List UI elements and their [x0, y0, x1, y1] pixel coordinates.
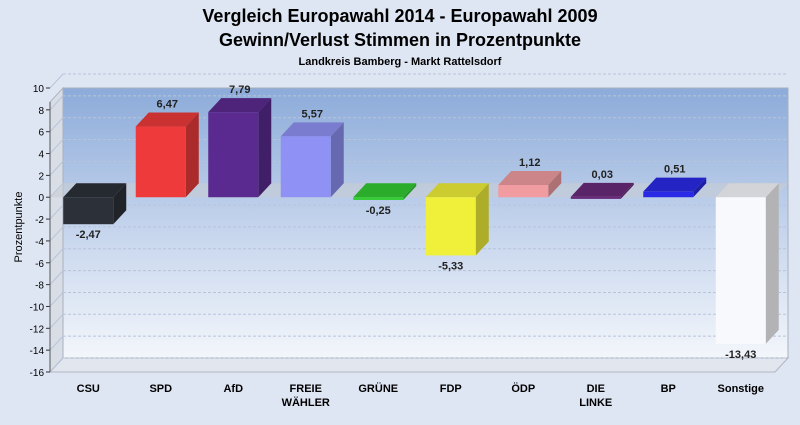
x-tick-label: BP: [661, 383, 676, 395]
bar-sonstige: [715, 183, 779, 344]
bar-front: [498, 184, 549, 198]
x-tick-label: FREIE: [290, 383, 322, 395]
bar-side: [330, 122, 344, 198]
gridline-side: [49, 335, 64, 351]
y-tick-label: 0: [38, 193, 44, 204]
bar-top: [570, 182, 634, 197]
chart-subtitle: Gewinn/Verlust Stimmen in Prozentpunkte: [219, 30, 581, 50]
x-tick-label: SPD: [149, 383, 172, 395]
x-tick-label: Sonstige: [718, 383, 764, 395]
bar-side: [185, 112, 199, 198]
bar-top: [643, 177, 707, 192]
data-label: 7,79: [229, 84, 250, 96]
bar-csu: [63, 183, 127, 225]
y-tick-label: -10: [30, 302, 45, 313]
bar-front: [715, 197, 766, 344]
bar-side: [693, 177, 707, 198]
data-label: 1,12: [519, 157, 540, 169]
gridline-side: [49, 357, 64, 373]
gridline-side: [49, 73, 64, 89]
bar-front: [135, 126, 186, 198]
y-tick-label: 4: [38, 150, 44, 161]
gridline-side: [49, 139, 64, 154]
bar-ödp: [498, 170, 562, 198]
y-tick-label: 6: [38, 128, 44, 139]
data-label: -2,47: [76, 229, 101, 241]
bar-front: [63, 197, 114, 225]
bar-side: [258, 98, 272, 198]
gridline-side: [49, 95, 64, 111]
chart-subtitle-region: Landkreis Bamberg - Markt Rattelsdorf: [299, 56, 502, 68]
bar-front: [643, 191, 694, 198]
y-tick-label: -16: [30, 368, 45, 379]
bar-top: [715, 183, 779, 198]
x-tick-label: AfD: [223, 383, 243, 395]
bar-top: [425, 183, 489, 198]
bar-side: [475, 183, 489, 256]
data-label: 0,03: [592, 169, 613, 181]
bar-front: [353, 197, 404, 200]
gridline-side: [49, 117, 64, 133]
plot-side-wall: [49, 86, 64, 374]
gridline-side: [49, 270, 64, 285]
chart-title: Vergleich Europawahl 2014 - Europawahl 2…: [202, 6, 597, 26]
bar-freie-wähler: [280, 122, 344, 198]
bar-fdp: [425, 183, 489, 256]
x-tick-label: GRÜNE: [358, 382, 398, 395]
bar-side: [403, 183, 417, 200]
data-label: 5,57: [302, 108, 323, 120]
bar-side: [548, 170, 562, 198]
gridline-side: [49, 161, 64, 176]
y-tick-label: 2: [38, 171, 44, 182]
gridline-side: [49, 226, 64, 242]
bar-top: [280, 122, 344, 137]
plot-floor: [48, 357, 790, 373]
bar-grüne: [353, 183, 417, 200]
bar-spd: [135, 112, 199, 198]
gridline-side: [49, 204, 64, 220]
data-label: -13,43: [725, 349, 756, 361]
y-tick-label: -12: [30, 324, 45, 335]
y-tick-label: -6: [35, 259, 44, 270]
y-tick-label: -14: [30, 346, 45, 357]
x-tick-label: ÖDP: [511, 382, 535, 395]
bar-top: [208, 98, 272, 113]
y-tick-label: -4: [35, 237, 44, 248]
y-tick-label: -2: [35, 215, 44, 226]
bar-top: [353, 183, 417, 198]
bar-side: [113, 183, 127, 225]
bar-bp: [643, 177, 707, 198]
bar-front: [425, 197, 476, 256]
bar-top: [498, 170, 562, 185]
bar-side: [620, 182, 634, 199]
bar-die-linke: [570, 182, 634, 199]
data-label: 0,51: [664, 164, 685, 176]
bar-top: [63, 183, 127, 198]
data-label: -5,33: [438, 260, 463, 272]
x-tick-label: FDP: [440, 383, 462, 395]
x-tick-label: CSU: [77, 383, 100, 395]
bar-side: [765, 183, 779, 344]
y-axis-label: Prozentpunkte: [13, 192, 25, 263]
bar-top: [135, 112, 199, 127]
y-tick-label: 8: [38, 106, 44, 117]
gridline-side: [49, 313, 64, 329]
gridline-side: [49, 248, 64, 264]
bar-afd: [208, 98, 272, 198]
bar-front: [570, 196, 621, 199]
y-tick-label: 10: [33, 84, 45, 95]
x-tick-label: DIE: [587, 383, 605, 395]
x-tick-label: WÄHLER: [282, 396, 330, 409]
data-label: -0,25: [366, 205, 391, 217]
data-label: 6,47: [157, 99, 178, 111]
bar-front: [280, 136, 331, 198]
gridline-side: [49, 292, 64, 307]
x-tick-label: LINKE: [579, 397, 612, 409]
bar-front: [208, 112, 259, 198]
y-tick-label: -8: [35, 281, 44, 292]
